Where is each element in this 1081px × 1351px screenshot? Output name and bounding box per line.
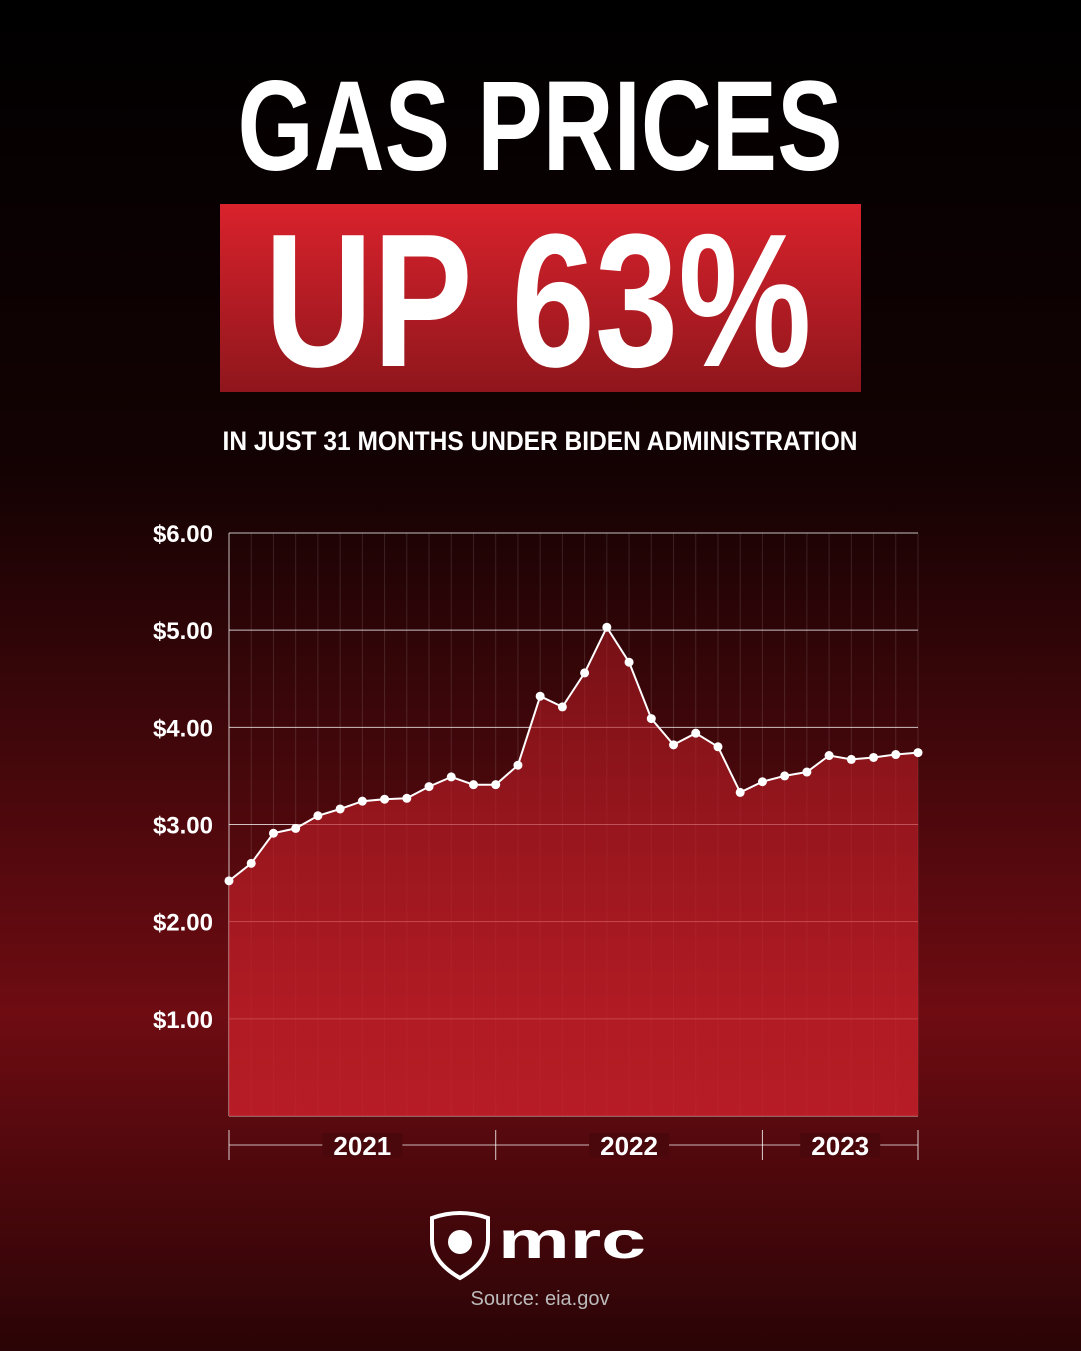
y-tick-label: $1.00 bbox=[153, 1007, 213, 1034]
year-label-bg bbox=[322, 1133, 403, 1157]
point bbox=[713, 742, 723, 752]
year-label-bg bbox=[800, 1133, 881, 1157]
y-tick-label: $6.00 bbox=[153, 521, 213, 548]
logo-icon-face bbox=[448, 1230, 472, 1254]
logo: mrc bbox=[430, 1211, 646, 1281]
area bbox=[229, 627, 918, 1116]
point bbox=[224, 876, 234, 886]
point bbox=[580, 668, 590, 678]
chart: $1.00 $2.00 $3.00 $4.00 $5.00 $6.00 2021 2022 20… bbox=[153, 521, 923, 1161]
year-label: 2022 bbox=[600, 1131, 658, 1161]
year-label: 2023 bbox=[811, 1131, 869, 1161]
year-label-bg bbox=[589, 1133, 670, 1157]
source: Source: eia.gov bbox=[471, 1288, 610, 1310]
headline: UP 63% bbox=[265, 195, 812, 407]
point bbox=[846, 754, 856, 764]
point bbox=[535, 691, 545, 701]
y-tick-label: $4.00 bbox=[153, 715, 213, 742]
point bbox=[380, 794, 390, 804]
point bbox=[513, 760, 523, 770]
subtitle: IN JUST 31 MONTHS UNDER BIDEN ADMINISTRA… bbox=[223, 426, 858, 456]
point bbox=[424, 782, 434, 792]
year-label: 2021 bbox=[333, 1131, 391, 1161]
point bbox=[757, 777, 767, 787]
point bbox=[780, 771, 790, 781]
point bbox=[691, 728, 701, 738]
point bbox=[735, 787, 745, 797]
y-tick-label: $5.00 bbox=[153, 618, 213, 645]
point bbox=[824, 751, 834, 761]
y-tick-label: $3.00 bbox=[153, 813, 213, 840]
title: GAS PRICES bbox=[238, 55, 843, 198]
point bbox=[402, 793, 412, 803]
point bbox=[669, 740, 679, 750]
point bbox=[624, 657, 634, 667]
point bbox=[869, 752, 879, 762]
y-tick-label: $2.00 bbox=[153, 910, 213, 937]
point bbox=[491, 780, 501, 790]
headline-box bbox=[220, 204, 861, 392]
logo-text: mrc bbox=[498, 1212, 646, 1270]
point bbox=[313, 811, 323, 821]
point bbox=[246, 858, 256, 868]
point bbox=[891, 750, 901, 760]
point bbox=[357, 796, 367, 806]
point bbox=[468, 780, 478, 790]
point bbox=[646, 714, 656, 724]
point bbox=[557, 702, 567, 712]
point bbox=[802, 767, 812, 777]
point bbox=[446, 772, 456, 782]
point bbox=[291, 823, 301, 833]
logo-icon bbox=[430, 1211, 490, 1281]
point bbox=[913, 748, 923, 758]
point bbox=[335, 804, 345, 814]
point bbox=[602, 622, 612, 632]
point bbox=[268, 828, 278, 838]
